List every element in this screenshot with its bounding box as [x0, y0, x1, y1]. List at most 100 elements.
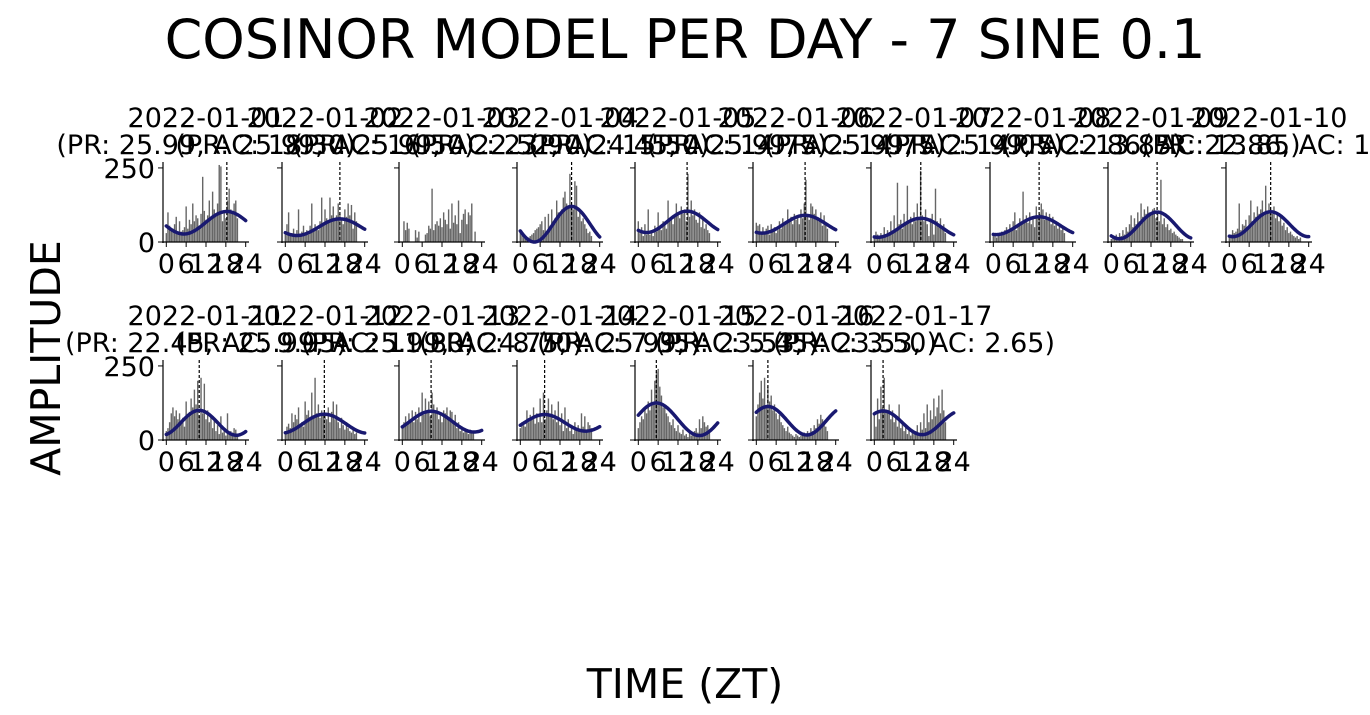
x-tick-label: 0	[394, 447, 411, 478]
bar	[342, 425, 344, 440]
bar	[579, 431, 581, 440]
x-tick-label: 24	[348, 447, 382, 478]
bar	[637, 428, 640, 440]
subplot-title: 2022-01-12	[247, 301, 404, 332]
bar	[782, 218, 784, 242]
bar	[437, 225, 440, 242]
bar	[421, 392, 423, 440]
bar	[891, 231, 894, 242]
subplot-title: 2022-01-10	[1191, 103, 1348, 134]
bar	[1017, 225, 1019, 242]
bar	[307, 234, 310, 242]
bar	[297, 209, 300, 242]
bar	[302, 426, 305, 440]
bar	[236, 218, 239, 242]
bar	[192, 203, 194, 242]
bar	[916, 203, 919, 242]
bar	[914, 431, 917, 440]
bar	[941, 389, 943, 440]
x-tick-label: 18	[1272, 249, 1306, 280]
bar	[436, 407, 438, 440]
bar	[1033, 227, 1036, 242]
subplot-title: 2022-01-04	[482, 103, 639, 134]
bar	[673, 428, 676, 440]
bar	[1010, 228, 1013, 242]
bar	[1055, 221, 1057, 242]
bar	[1037, 218, 1039, 242]
bar	[289, 234, 291, 242]
bar	[559, 215, 561, 242]
cosinor-fit-curve	[283, 412, 367, 435]
cosinor-fit-curve	[164, 209, 248, 236]
subplot-title: 2022-01-17	[836, 301, 993, 332]
bar	[587, 233, 589, 242]
bar	[762, 398, 764, 440]
bar	[796, 435, 799, 440]
x-tick-label: 12	[425, 249, 459, 280]
bar	[921, 215, 923, 242]
bar	[347, 428, 349, 440]
bar	[708, 233, 711, 242]
bar	[554, 410, 556, 440]
bar	[1161, 224, 1164, 242]
cosinor-fit-curve	[872, 216, 956, 240]
bar	[562, 197, 565, 242]
x-tick-label: 24	[701, 447, 735, 478]
x-tick-label: 24	[1292, 249, 1326, 280]
bar	[918, 218, 920, 242]
x-tick-label: 24	[937, 249, 971, 280]
bar	[777, 230, 779, 242]
bar	[172, 228, 174, 242]
bar	[462, 432, 465, 440]
bar	[577, 216, 579, 242]
bar	[433, 404, 435, 440]
bar	[544, 419, 546, 440]
bar	[337, 422, 339, 440]
bar	[355, 221, 358, 242]
subplot-subtitle: (PR: 25.99, AC: 16.50)	[175, 130, 474, 161]
bar	[235, 200, 237, 242]
subplot-title: 2022-01-06	[718, 103, 875, 134]
bar	[447, 209, 450, 242]
bar	[210, 218, 212, 242]
x-tick-label: 18	[799, 447, 833, 478]
bar	[793, 213, 796, 242]
bar	[403, 221, 405, 242]
bar	[1045, 212, 1047, 242]
bar	[324, 413, 326, 440]
bar	[569, 431, 571, 440]
bar	[1063, 233, 1066, 242]
bar	[1163, 218, 1165, 242]
x-tick-label: 18	[1036, 249, 1070, 280]
bar	[913, 212, 915, 242]
bar	[403, 422, 405, 440]
bar	[574, 422, 576, 440]
bar	[763, 233, 766, 242]
bar	[195, 404, 197, 440]
bar	[554, 218, 556, 242]
x-tick-label: 24	[937, 447, 971, 478]
bar	[891, 410, 894, 440]
x-tick-label: 18	[681, 447, 715, 478]
bar	[928, 236, 930, 242]
bar	[687, 437, 689, 440]
x-tick-label: 24	[229, 249, 263, 280]
bar	[690, 200, 692, 242]
bar	[551, 404, 553, 440]
x-tick-label: 18	[209, 249, 243, 280]
bar	[939, 413, 942, 440]
bar	[660, 230, 663, 242]
bar	[454, 215, 456, 242]
x-tick-label: 12	[661, 447, 695, 478]
bar	[1148, 212, 1151, 242]
bar	[444, 413, 447, 440]
bar	[428, 401, 430, 440]
bar	[785, 431, 787, 440]
bar	[429, 228, 432, 242]
bar	[913, 434, 915, 440]
bar	[418, 407, 420, 440]
bar	[291, 233, 293, 242]
bar	[881, 236, 884, 242]
bar	[791, 435, 794, 440]
